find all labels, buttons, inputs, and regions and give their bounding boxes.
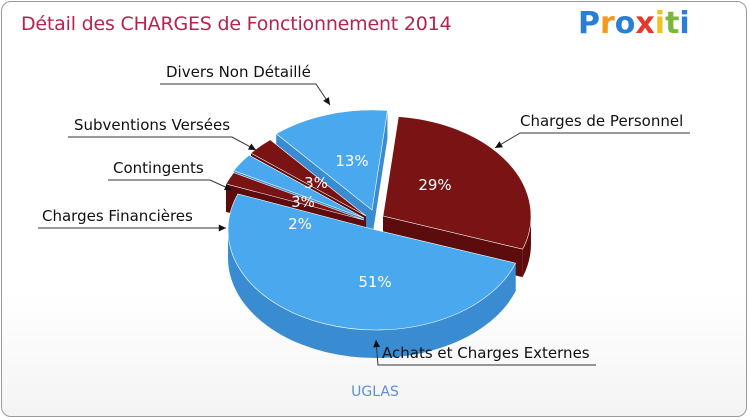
leader-line bbox=[68, 136, 257, 151]
logo-letter: P bbox=[578, 6, 600, 41]
pie-slice[interactable] bbox=[227, 193, 517, 331]
slice-percent-label: 13% bbox=[335, 152, 368, 170]
leader-line bbox=[494, 132, 690, 149]
pie-slice[interactable] bbox=[233, 154, 365, 219]
leader-line bbox=[108, 179, 233, 191]
proxiti-logo[interactable]: Proxiti bbox=[578, 6, 690, 41]
slice-category-label: Divers Non Détaillé bbox=[166, 63, 311, 81]
pie-slice-side bbox=[228, 230, 516, 358]
logo-letter: t bbox=[665, 6, 680, 41]
logo-letter: o bbox=[614, 6, 636, 41]
slice-category-label: Achats et Charges Externes bbox=[382, 344, 590, 362]
leader-line bbox=[160, 83, 331, 106]
pie-tops bbox=[225, 109, 532, 331]
logo-letter: i bbox=[679, 6, 690, 41]
pie-slice[interactable] bbox=[275, 109, 388, 211]
pie-slice[interactable] bbox=[382, 116, 532, 250]
leader-arrowhead bbox=[373, 340, 381, 348]
pie-slice[interactable] bbox=[225, 172, 365, 221]
leader-arrowhead bbox=[495, 141, 503, 148]
slice-percent-label: 51% bbox=[358, 273, 391, 291]
pie-slice-cut bbox=[372, 110, 388, 238]
pie-category-labels: Charges de Personnel Achats et Charges Ex… bbox=[42, 63, 683, 362]
slice-percent-label: 3% bbox=[304, 174, 328, 192]
logo-letter: i bbox=[654, 6, 666, 41]
slice-category-label: Charges Financières bbox=[42, 207, 193, 225]
leader-arrowhead bbox=[218, 224, 226, 232]
pie-slice-side bbox=[522, 216, 531, 278]
leader-line bbox=[375, 339, 596, 366]
slice-category-label: Subventions Versées bbox=[74, 116, 230, 134]
leader-arrowhead bbox=[248, 143, 256, 150]
slice-percent-label: 29% bbox=[418, 176, 451, 194]
slice-category-label: Charges de Personnel bbox=[520, 112, 683, 130]
leader-arrowhead bbox=[224, 183, 232, 191]
logo-letter: x bbox=[635, 6, 655, 41]
slice-percent-label: 2% bbox=[288, 215, 312, 233]
chart-title: Détail des CHARGES de Fonctionnement 201… bbox=[21, 13, 452, 35]
logo-letter: r bbox=[600, 6, 615, 41]
pie-slice[interactable] bbox=[250, 139, 367, 217]
commune-label: UGLAS bbox=[351, 384, 399, 400]
pie-percent-labels: 29% 51% 2% 3%3% 13% bbox=[288, 152, 452, 291]
slice-category-label: Contingents bbox=[113, 159, 204, 177]
slice-percent-label: 3% bbox=[291, 193, 315, 211]
pie-leaders bbox=[38, 83, 690, 366]
leader-arrowhead bbox=[323, 97, 330, 105]
